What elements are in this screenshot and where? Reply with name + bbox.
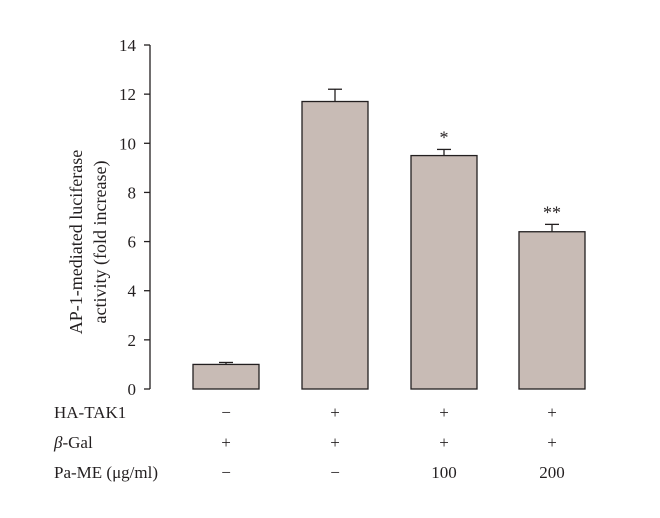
y-axis: 0 2 4 6 8 10 12 14 <box>119 36 151 399</box>
condition-row-label: β-Gal <box>53 433 93 452</box>
y-axis-label-line-1: AP-1-mediated luciferase <box>66 150 86 334</box>
condition-cell: + <box>330 433 340 452</box>
condition-cell: − <box>221 463 231 482</box>
bar <box>301 100 369 390</box>
y-axis-label: AP-1-mediated luciferase activity (fold … <box>66 150 111 334</box>
bar <box>518 231 586 390</box>
condition-cell: + <box>221 433 231 452</box>
y-tick-label: 2 <box>128 331 137 350</box>
y-tick-label: 4 <box>128 282 137 301</box>
condition-cell: − <box>221 403 231 422</box>
bar <box>192 363 260 390</box>
condition-cell: + <box>547 433 557 452</box>
y-tick-label: 10 <box>119 134 136 153</box>
bars: *** <box>192 88 586 390</box>
condition-cell: 100 <box>431 463 457 482</box>
condition-row-label: HA-TAK1 <box>54 403 126 422</box>
y-axis-label-line-2: activity (fold increase) <box>90 161 111 324</box>
condition-cell: + <box>330 403 340 422</box>
y-tick-label: 6 <box>128 233 137 252</box>
condition-cell: − <box>330 463 340 482</box>
significance-mark: * <box>440 127 449 147</box>
y-tick-label: 12 <box>119 85 136 104</box>
condition-cell: + <box>439 403 449 422</box>
condition-row-label: Pa-ME (μg/ml) <box>54 463 158 482</box>
y-tick-label: 14 <box>119 36 137 55</box>
y-tick-label: 0 <box>128 380 137 399</box>
significance-mark: ** <box>543 202 561 222</box>
condition-cell: + <box>439 433 449 452</box>
bar <box>410 154 478 390</box>
condition-table: HA-TAK1 − + + + β-Gal + + + + Pa-ME (μg/ml) − − 100 20… <box>53 403 565 482</box>
y-tick-label: 8 <box>128 183 137 202</box>
condition-cell: + <box>547 403 557 422</box>
condition-cell: 200 <box>539 463 565 482</box>
